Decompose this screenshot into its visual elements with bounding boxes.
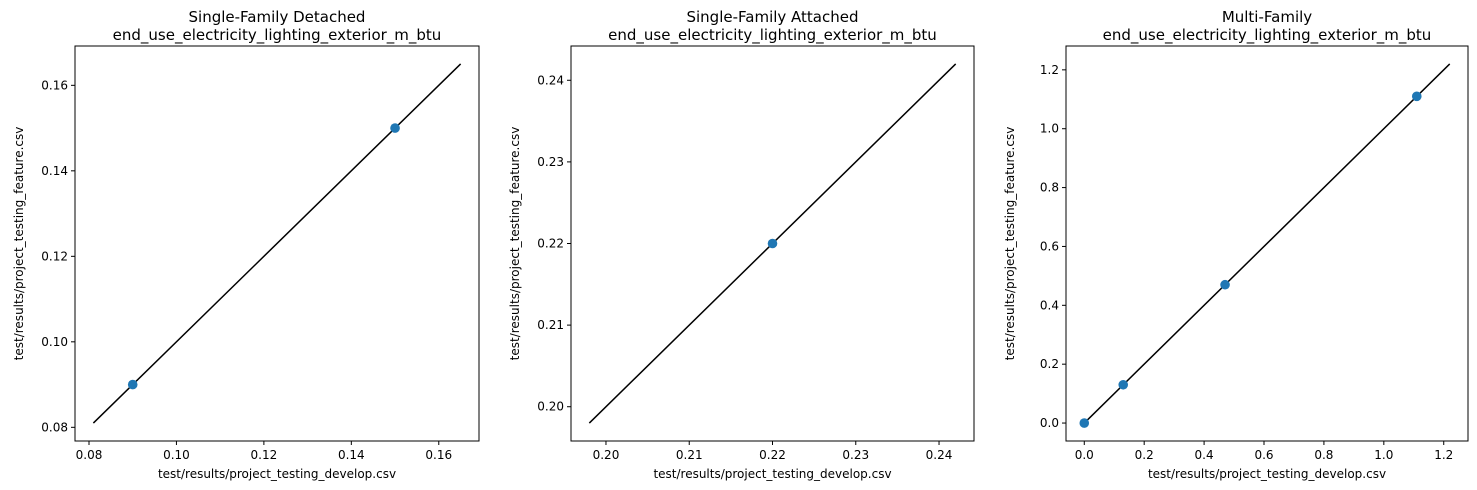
chart-panel-2: Single-Family Attachedend_use_electricit… bbox=[508, 8, 975, 481]
x-tick-label: 0.20 bbox=[593, 448, 620, 462]
chart-panel-1: Single-Family Detachedend_use_electricit… bbox=[12, 8, 480, 481]
x-tick-label: 0.10 bbox=[163, 448, 190, 462]
x-axis-label: test/results/project_testing_develop.csv bbox=[1148, 467, 1386, 481]
y-tick-label: 0.6 bbox=[1040, 239, 1059, 253]
y-axis-label: test/results/project_testing_feature.csv bbox=[508, 127, 522, 361]
x-tick-label: 0.24 bbox=[926, 448, 953, 462]
x-tick-label: 1.2 bbox=[1434, 448, 1453, 462]
y-tick-label: 0.10 bbox=[41, 335, 68, 349]
x-tick-label: 0.6 bbox=[1254, 448, 1273, 462]
y-tick-label: 0.0 bbox=[1040, 416, 1059, 430]
y-tick-label: 0.08 bbox=[41, 420, 68, 434]
chart-subtitle: end_use_electricity_lighting_exterior_m_… bbox=[1103, 26, 1432, 45]
y-tick-label: 0.8 bbox=[1040, 181, 1059, 195]
x-tick-label: 0.8 bbox=[1314, 448, 1333, 462]
x-tick-label: 0.23 bbox=[842, 448, 869, 462]
chart-panel-3: Multi-Familyend_use_electricity_lighting… bbox=[1003, 8, 1469, 481]
reference-line bbox=[1083, 63, 1451, 424]
y-tick-label: 0.24 bbox=[537, 73, 564, 87]
chart-title: Multi-Family bbox=[1222, 8, 1312, 26]
data-point bbox=[767, 238, 778, 249]
axes-frame bbox=[1065, 45, 1469, 442]
chart-subtitle: end_use_electricity_lighting_exterior_m_… bbox=[608, 26, 937, 45]
axes-frame bbox=[74, 45, 480, 442]
chart-title: Single-Family Detached bbox=[189, 8, 366, 26]
chart-subtitle: end_use_electricity_lighting_exterior_m_… bbox=[113, 26, 442, 45]
y-tick-label: 1.2 bbox=[1040, 63, 1059, 77]
y-tick-label: 0.12 bbox=[41, 249, 68, 263]
y-tick-label: 0.23 bbox=[537, 155, 564, 169]
data-point bbox=[1411, 91, 1422, 102]
data-point bbox=[127, 379, 138, 390]
data-point bbox=[1079, 418, 1090, 428]
data-point bbox=[390, 123, 400, 133]
data-point bbox=[1118, 379, 1129, 390]
y-tick-label: 0.20 bbox=[537, 400, 564, 414]
y-tick-label: 0.4 bbox=[1040, 298, 1059, 312]
x-tick-label: 0.08 bbox=[76, 448, 103, 462]
x-axis-label: test/results/project_testing_develop.csv bbox=[158, 467, 396, 481]
x-tick-label: 0.14 bbox=[338, 448, 365, 462]
reference-line bbox=[92, 63, 462, 424]
x-axis-label: test/results/project_testing_develop.csv bbox=[653, 467, 891, 481]
x-tick-label: 0.4 bbox=[1195, 448, 1214, 462]
y-tick-label: 0.14 bbox=[41, 164, 68, 178]
x-tick-label: 0.16 bbox=[425, 448, 452, 462]
x-tick-label: 0.12 bbox=[251, 448, 278, 462]
data-point bbox=[1220, 279, 1230, 290]
y-axis-label: test/results/project_testing_feature.csv bbox=[1003, 127, 1017, 361]
x-tick-label: 0.0 bbox=[1075, 448, 1094, 462]
y-tick-label: 0.22 bbox=[537, 237, 564, 251]
chart-title: Single-Family Attached bbox=[686, 8, 858, 26]
x-tick-label: 1.0 bbox=[1374, 448, 1393, 462]
y-tick-label: 0.21 bbox=[537, 318, 564, 332]
x-tick-label: 0.22 bbox=[759, 448, 786, 462]
y-tick-label: 0.16 bbox=[41, 78, 68, 92]
y-axis-label: test/results/project_testing_feature.csv bbox=[12, 127, 26, 361]
x-tick-label: 0.2 bbox=[1135, 448, 1154, 462]
x-tick-label: 0.21 bbox=[676, 448, 703, 462]
y-tick-label: 1.0 bbox=[1040, 122, 1059, 136]
y-tick-label: 0.2 bbox=[1040, 357, 1059, 371]
